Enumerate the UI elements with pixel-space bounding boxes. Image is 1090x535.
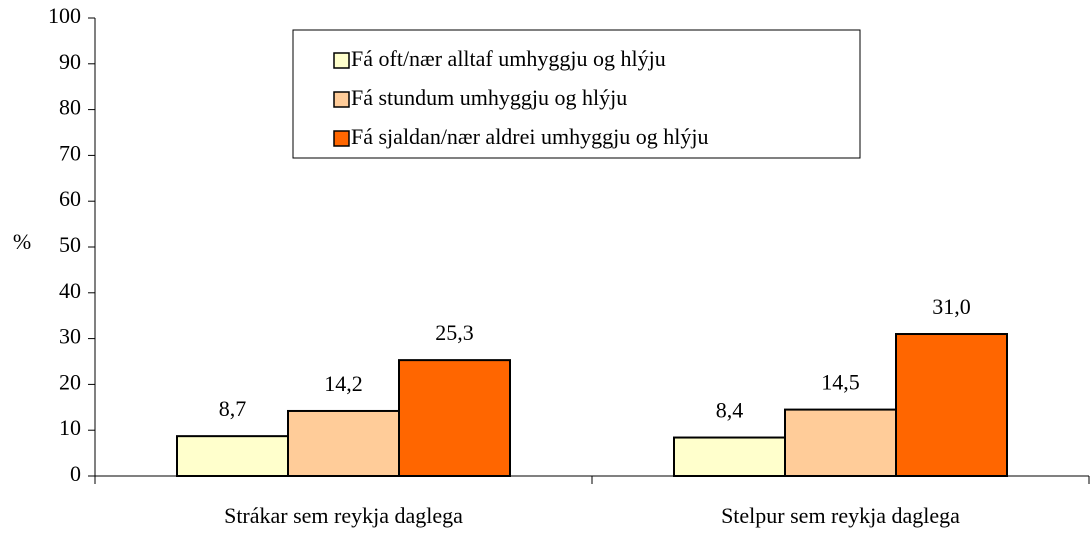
y-tick-label: 60 [59, 186, 81, 211]
legend-label: Fá sjaldan/nær aldrei umhyggju og hlýju [351, 124, 708, 149]
y-tick-label: 50 [59, 232, 81, 257]
y-tick-label: 30 [59, 324, 81, 349]
y-tick-label: 70 [59, 140, 81, 165]
x-tick-label: Strákar sem reykja daglega [224, 503, 463, 528]
data-label: 8,4 [716, 398, 744, 423]
bar [398, 359, 511, 478]
data-label: 8,7 [219, 396, 247, 421]
x-tick-label: Stelpur sem reykja daglega [721, 503, 960, 528]
legend-box [292, 29, 861, 159]
y-tick-label: 20 [59, 369, 81, 394]
data-label: 31,0 [932, 294, 971, 319]
y-tick-label: 40 [59, 278, 81, 303]
data-label: 25,3 [435, 320, 474, 345]
bar [287, 409, 400, 477]
legend-swatch [333, 52, 350, 69]
bar [673, 436, 786, 478]
legend-label: Fá oft/nær alltaf umhyggju og hlýju [351, 46, 666, 71]
y-tick-label: 90 [59, 49, 81, 74]
data-label: 14,2 [324, 371, 363, 396]
legend-swatch [333, 130, 350, 147]
bar [784, 408, 897, 477]
legend-label: Fá stundum umhyggju og hlýju [351, 85, 627, 110]
y-tick-label: 80 [59, 95, 81, 120]
legend-swatch [333, 91, 350, 108]
bar [176, 435, 289, 477]
y-tick-label: 0 [70, 461, 81, 486]
y-tick-label: 10 [59, 415, 81, 440]
bar [895, 333, 1008, 477]
data-label: 14,5 [821, 370, 860, 395]
y-tick-label: 100 [48, 3, 81, 28]
y-axis-label: % [13, 229, 31, 254]
